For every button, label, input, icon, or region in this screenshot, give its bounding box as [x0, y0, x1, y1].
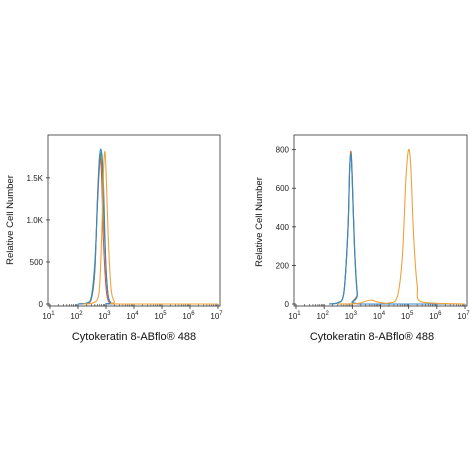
x-tick-base: 10	[182, 312, 191, 321]
x-tick-base: 10	[70, 312, 79, 321]
y-tick-label: 400	[276, 223, 290, 232]
x-tick-base: 10	[457, 312, 466, 321]
y-axis-title-left: Relative Cell Number	[5, 175, 16, 265]
x-tick-base: 10	[373, 312, 382, 321]
x-tick-exponent: 5	[410, 311, 414, 317]
x-tick-exponent: 5	[163, 311, 167, 317]
x-tick-label: 102	[317, 311, 330, 321]
y-tick-label: 0	[39, 300, 44, 309]
x-tick-exponent: 3	[107, 311, 111, 317]
x-tick-base: 10	[154, 312, 163, 321]
x-tick-exponent: 7	[219, 311, 223, 317]
histogram-series-3-right	[329, 154, 465, 305]
x-tick-label: 104	[373, 311, 386, 321]
y-tick-label: 1.5K	[27, 174, 44, 183]
x-tick-label: 105	[401, 311, 414, 321]
histogram-series-3-left	[77, 148, 218, 305]
plot-frame-left	[47, 134, 221, 307]
x-axis-title-left: Cytokeratin 8-ABflo® 488	[72, 331, 196, 343]
y-tick-label: 0	[285, 300, 290, 309]
x-tick-label: 103	[98, 311, 111, 321]
x-tick-label: 107	[210, 311, 223, 321]
y-axis-title-right: Relative Cell Number	[254, 177, 265, 267]
x-tick-label: 102	[70, 311, 83, 321]
x-tick-base: 10	[126, 312, 135, 321]
x-tick-exponent: 2	[325, 311, 329, 317]
x-tick-base: 10	[288, 312, 297, 321]
x-tick-exponent: 4	[135, 311, 139, 317]
x-tick-exponent: 1	[51, 311, 55, 317]
x-tick-exponent: 6	[438, 311, 442, 317]
x-tick-base: 10	[317, 312, 326, 321]
x-tick-base: 10	[98, 312, 107, 321]
x-tick-base: 10	[429, 312, 438, 321]
x-tick-exponent: 6	[191, 311, 195, 317]
x-tick-exponent: 2	[79, 311, 83, 317]
x-tick-label: 106	[182, 311, 195, 321]
x-tick-label: 106	[429, 311, 442, 321]
x-tick-exponent: 3	[354, 311, 358, 317]
histogram-series-4-right	[337, 148, 466, 305]
x-axis-title-right: Cytokeratin 8-ABflo® 488	[310, 331, 434, 343]
y-tick-label: 500	[30, 258, 44, 267]
x-tick-label: 101	[288, 311, 301, 321]
x-tick-label: 101	[42, 311, 55, 321]
x-tick-exponent: 1	[297, 311, 301, 317]
x-tick-base: 10	[210, 312, 219, 321]
x-tick-label: 107	[457, 311, 470, 321]
x-tick-label: 105	[154, 311, 167, 321]
y-tick-label: 200	[276, 261, 290, 270]
x-tick-base: 10	[345, 312, 354, 321]
y-tick-label: 600	[276, 184, 290, 193]
series-layer-left	[77, 148, 218, 305]
y-tick-label: 1.0K	[27, 216, 44, 225]
x-tick-exponent: 4	[382, 311, 386, 317]
plot-frame-right	[293, 134, 468, 307]
x-tick-base: 10	[401, 312, 410, 321]
x-tick-base: 10	[42, 312, 51, 321]
series-layer-right	[329, 148, 466, 305]
x-tick-label: 103	[345, 311, 358, 321]
x-tick-label: 104	[126, 311, 139, 321]
y-tick-label: 800	[276, 146, 290, 155]
histogram-series-4-left	[82, 150, 218, 305]
x-tick-exponent: 7	[466, 311, 470, 317]
